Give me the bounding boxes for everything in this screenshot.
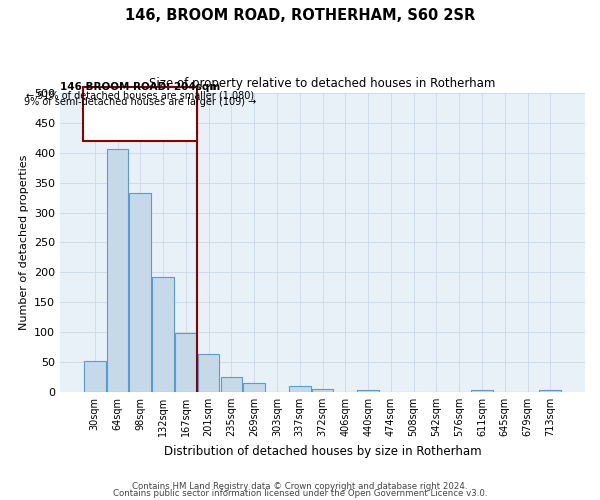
Text: Contains HM Land Registry data © Crown copyright and database right 2024.: Contains HM Land Registry data © Crown c… <box>132 482 468 491</box>
Text: ← 91% of detached houses are smaller (1,080): ← 91% of detached houses are smaller (1,… <box>26 90 254 100</box>
X-axis label: Distribution of detached houses by size in Rotherham: Distribution of detached houses by size … <box>164 444 481 458</box>
Bar <box>130 194 151 392</box>
Text: 146, BROOM ROAD, ROTHERHAM, S60 2SR: 146, BROOM ROAD, ROTHERHAM, S60 2SR <box>125 8 475 22</box>
Bar <box>312 389 334 392</box>
Text: 9% of semi-detached houses are larger (109) →: 9% of semi-detached houses are larger (1… <box>24 98 256 108</box>
Bar <box>539 390 561 392</box>
Y-axis label: Number of detached properties: Number of detached properties <box>19 155 29 330</box>
Bar <box>198 354 220 392</box>
Title: Size of property relative to detached houses in Rotherham: Size of property relative to detached ho… <box>149 78 496 90</box>
Bar <box>152 277 174 392</box>
Bar <box>244 383 265 392</box>
Bar <box>357 390 379 392</box>
Bar <box>84 361 106 392</box>
FancyBboxPatch shape <box>83 87 197 141</box>
Text: Contains public sector information licensed under the Open Government Licence v3: Contains public sector information licen… <box>113 490 487 498</box>
Bar <box>107 148 128 392</box>
Bar <box>289 386 311 392</box>
Text: 146 BROOM ROAD: 204sqm: 146 BROOM ROAD: 204sqm <box>60 82 220 92</box>
Bar <box>175 334 197 392</box>
Bar <box>221 377 242 392</box>
Bar <box>471 390 493 392</box>
